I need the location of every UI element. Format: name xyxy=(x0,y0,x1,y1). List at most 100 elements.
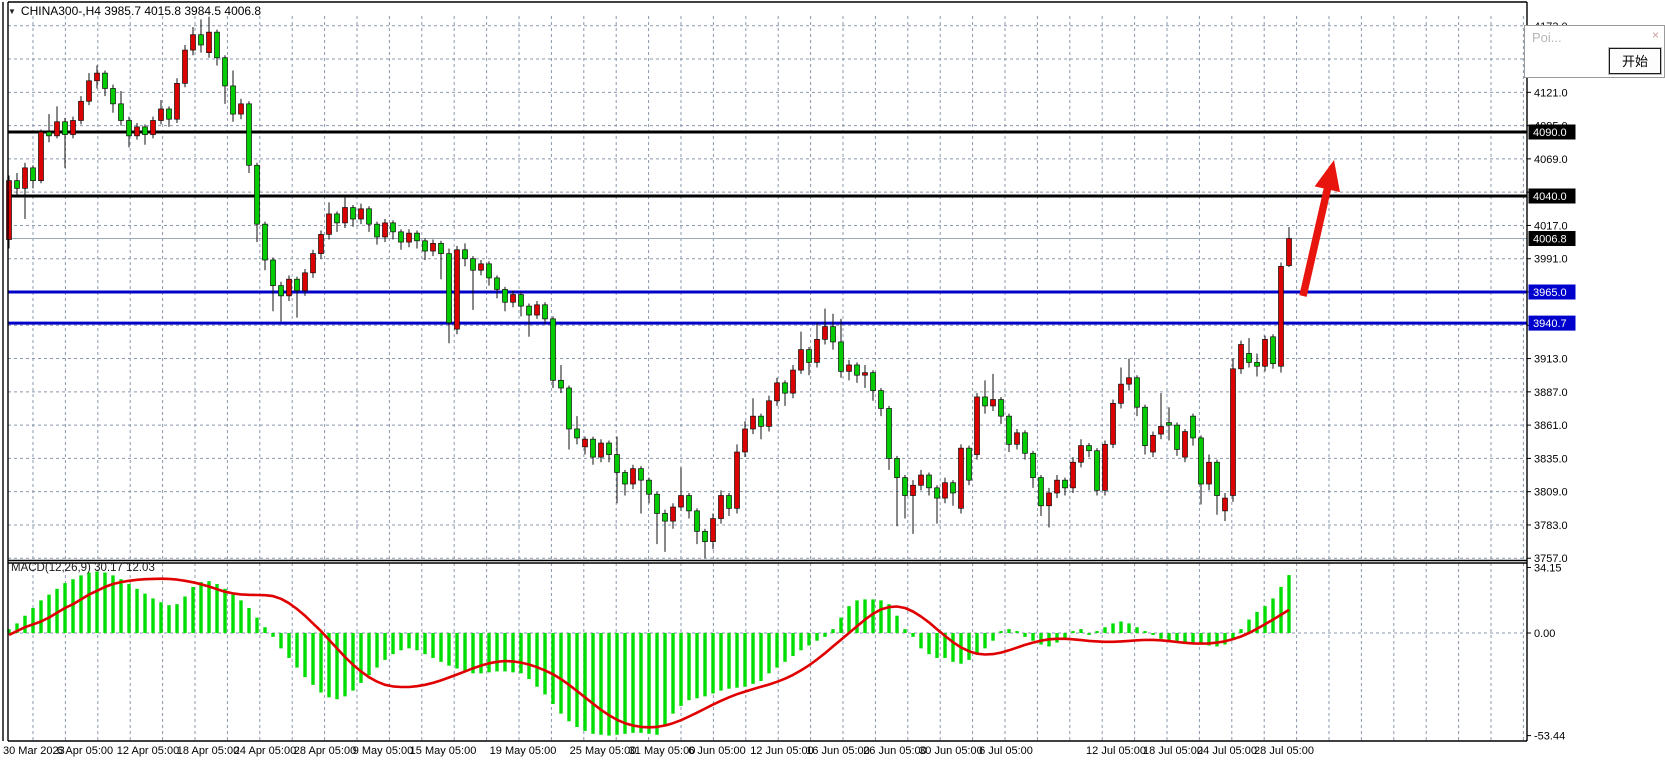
candle xyxy=(22,167,28,189)
candle xyxy=(278,285,284,297)
macd-bar xyxy=(639,633,643,733)
macd-bar xyxy=(543,633,547,695)
macd-bar xyxy=(1143,631,1147,633)
date-label: 30 Mar 2023 xyxy=(3,745,65,757)
price-badge xyxy=(1528,284,1576,300)
macd-bar xyxy=(399,633,403,651)
candle xyxy=(446,253,452,324)
macd-bar xyxy=(975,633,979,655)
candle xyxy=(710,518,716,542)
macd-bar xyxy=(407,633,411,649)
candle xyxy=(526,305,532,316)
candle xyxy=(374,223,380,238)
candle xyxy=(606,442,612,455)
candle xyxy=(750,415,756,430)
macd-bar xyxy=(1263,606,1267,633)
macd-bar xyxy=(887,604,891,633)
candle xyxy=(854,364,860,376)
candle xyxy=(414,232,420,242)
date-label: 24 Apr 05:00 xyxy=(234,745,296,757)
macd-bar xyxy=(863,599,867,633)
candle xyxy=(54,121,60,137)
candle xyxy=(958,447,964,509)
candle xyxy=(302,272,308,292)
macd-bar xyxy=(871,599,875,633)
macd-bar xyxy=(175,604,179,633)
macd-bar xyxy=(1135,627,1139,633)
macd-bar xyxy=(103,572,107,633)
candle xyxy=(806,349,812,363)
candle xyxy=(430,243,436,252)
candle xyxy=(310,253,316,274)
macd-bar xyxy=(319,633,323,693)
candle xyxy=(894,458,900,478)
macd-bar xyxy=(215,584,219,633)
up-arrow-icon xyxy=(1314,160,1341,193)
date-label: 12 Jun 05:00 xyxy=(750,745,814,757)
date-label: 24 Jul 05:00 xyxy=(1197,745,1257,757)
candle xyxy=(462,249,468,260)
macd-bar xyxy=(847,606,851,633)
macd-bar xyxy=(151,598,155,633)
macd-bar xyxy=(183,596,187,633)
candle xyxy=(6,180,12,240)
symbol-dropdown-icon[interactable]: ▼ xyxy=(8,6,16,16)
macd-bar xyxy=(623,633,627,734)
macd-bar xyxy=(855,600,859,633)
price-label: 3835.0 xyxy=(1534,453,1568,465)
macd-bar xyxy=(1063,633,1067,639)
candle xyxy=(510,294,516,303)
candle xyxy=(1038,477,1044,507)
macd-bar xyxy=(495,633,499,672)
macd-bar xyxy=(935,633,939,658)
panel-borders xyxy=(2,1,1528,742)
candle xyxy=(1070,461,1076,489)
macd-bar xyxy=(1223,633,1227,645)
macd-bar xyxy=(799,633,803,651)
candle xyxy=(742,428,748,453)
candle xyxy=(494,277,500,290)
candle xyxy=(702,531,708,542)
macd-bar xyxy=(391,633,395,655)
macd-bar xyxy=(1199,633,1203,645)
candle xyxy=(1190,415,1196,439)
price-label: 3861.0 xyxy=(1534,420,1568,432)
candle xyxy=(614,454,620,473)
candle xyxy=(646,479,652,495)
candle xyxy=(950,482,956,494)
macd-bar xyxy=(967,633,971,660)
candle xyxy=(662,513,668,522)
candle xyxy=(1198,437,1204,485)
candle xyxy=(990,399,996,407)
candle xyxy=(350,207,356,220)
macd-bar xyxy=(1287,575,1291,633)
macd-bar xyxy=(1119,621,1123,633)
macd-bar xyxy=(231,594,235,633)
macd-bar xyxy=(119,579,123,633)
macd-bar xyxy=(791,633,795,657)
macd-bar xyxy=(431,633,435,658)
macd-bar xyxy=(567,633,571,722)
price-axis: 4173.04147.04121.04095.04069.04043.04017… xyxy=(1527,21,1576,565)
candle xyxy=(422,240,428,252)
start-button[interactable]: 开始 xyxy=(1608,48,1661,74)
date-label: 31 May 05:00 xyxy=(629,745,696,757)
macd-bar xyxy=(735,633,739,688)
macd-bar xyxy=(1023,633,1027,637)
candle xyxy=(966,447,972,481)
candle xyxy=(1278,266,1284,367)
candle xyxy=(998,399,1004,417)
candle xyxy=(886,408,892,459)
candle xyxy=(1286,238,1292,266)
candle xyxy=(398,231,404,243)
candle xyxy=(590,438,596,458)
candle xyxy=(1166,422,1172,426)
candle xyxy=(934,487,940,499)
macd-bar xyxy=(743,633,747,687)
date-label: 6 Jun 05:00 xyxy=(688,745,746,757)
candle xyxy=(774,382,780,402)
candle xyxy=(718,495,724,519)
price-label: 4069.0 xyxy=(1534,154,1568,166)
close-icon[interactable]: × xyxy=(1651,28,1659,42)
